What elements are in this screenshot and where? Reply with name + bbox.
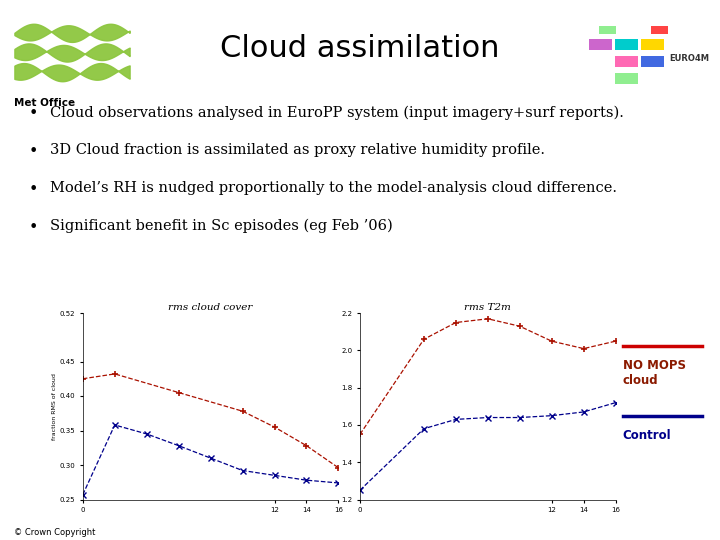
Text: EURO4M: EURO4M	[670, 54, 709, 63]
Text: Control: Control	[623, 429, 672, 442]
Text: Cloud observations analysed in EuroPP system (input imagery+surf reports).: Cloud observations analysed in EuroPP sy…	[50, 105, 624, 120]
Text: Model’s RH is nudged proportionally to the model-analysis cloud difference.: Model’s RH is nudged proportionally to t…	[50, 181, 618, 195]
Bar	[599, 26, 616, 34]
Bar	[615, 56, 638, 67]
Text: Significant benefit in Sc episodes (eg Feb ’06): Significant benefit in Sc episodes (eg F…	[50, 219, 393, 233]
Text: Met Office: Met Office	[14, 98, 76, 108]
Text: NO MOPS
cloud: NO MOPS cloud	[623, 359, 685, 387]
Text: •: •	[29, 143, 38, 160]
Title: rms T2m: rms T2m	[464, 303, 511, 313]
Text: •: •	[29, 105, 38, 122]
Y-axis label: fraction RMS of cloud: fraction RMS of cloud	[52, 373, 57, 440]
Bar	[641, 56, 664, 67]
Text: •: •	[29, 181, 38, 198]
Bar	[615, 39, 638, 50]
Bar	[641, 39, 664, 50]
Title: rms cloud cover: rms cloud cover	[168, 303, 253, 313]
Bar	[651, 26, 668, 34]
Bar	[589, 39, 612, 50]
Text: © Crown Copyright: © Crown Copyright	[14, 528, 96, 537]
Text: Cloud assimilation: Cloud assimilation	[220, 34, 500, 63]
Text: •: •	[29, 219, 38, 235]
Text: 3D Cloud fraction is assimilated as proxy relative humidity profile.: 3D Cloud fraction is assimilated as prox…	[50, 143, 546, 157]
Bar	[615, 73, 638, 84]
